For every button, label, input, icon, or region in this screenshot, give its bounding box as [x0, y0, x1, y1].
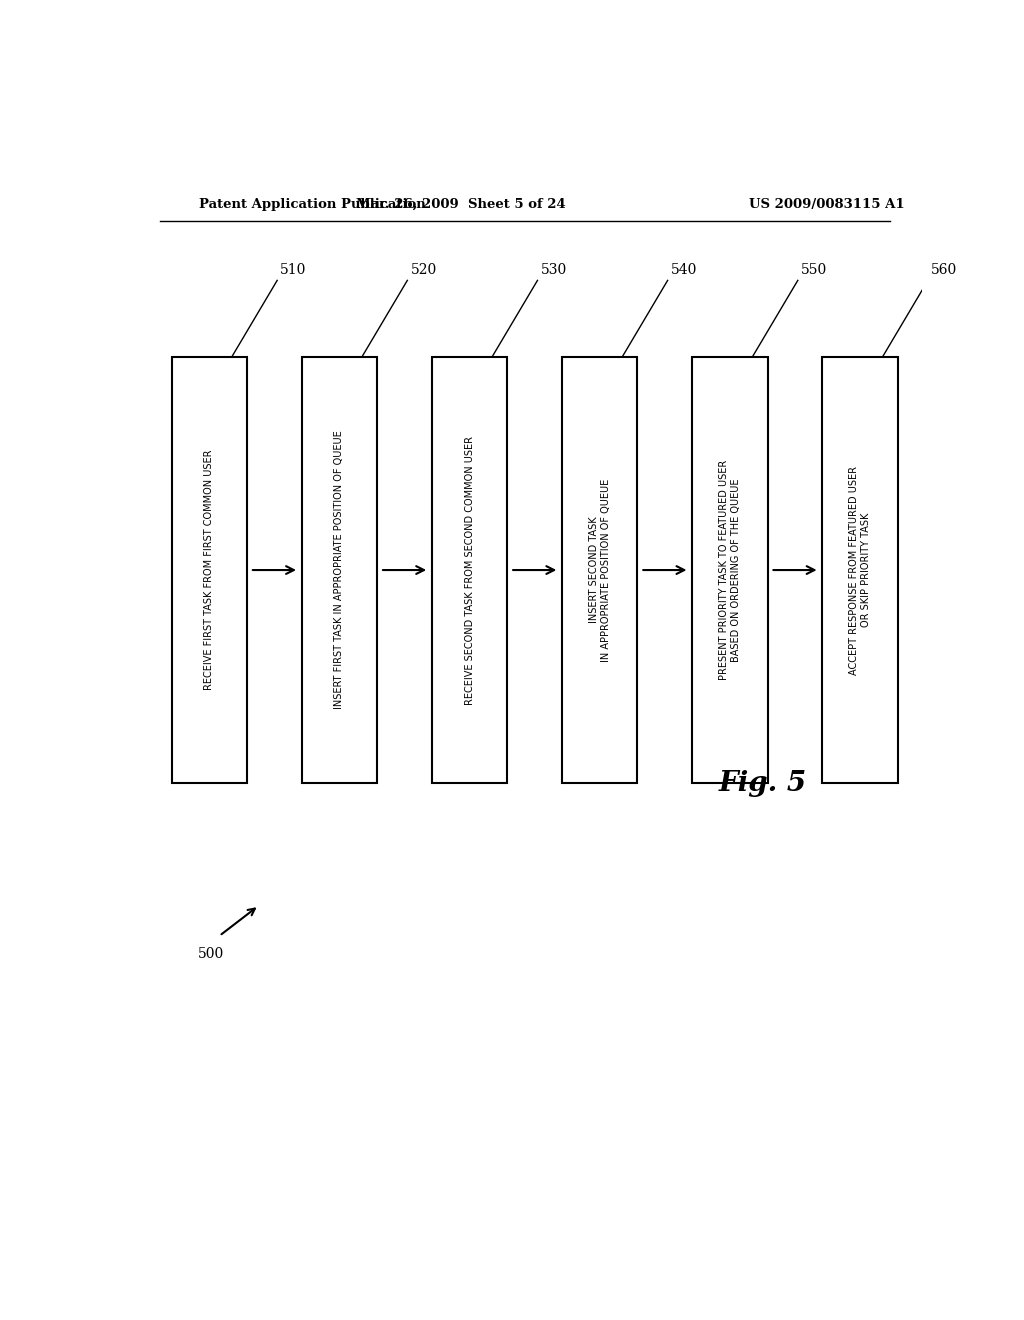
Bar [562, 356, 638, 784]
Text: 520: 520 [411, 263, 437, 277]
Bar [822, 356, 898, 784]
Text: 500: 500 [199, 948, 224, 961]
Text: INSERT FIRST TASK IN APPROPRIATE POSITION OF QUEUE: INSERT FIRST TASK IN APPROPRIATE POSITIO… [335, 430, 344, 709]
Text: PRESENT PRIORITY TASK TO FEATURED USER
BASED ON ORDERING OF THE QUEUE: PRESENT PRIORITY TASK TO FEATURED USER B… [719, 459, 740, 680]
Bar [432, 356, 507, 784]
Text: RECEIVE SECOND TASK FROM SECOND COMMON USER: RECEIVE SECOND TASK FROM SECOND COMMON U… [465, 436, 475, 705]
Bar [172, 356, 247, 784]
Text: Mar. 26, 2009  Sheet 5 of 24: Mar. 26, 2009 Sheet 5 of 24 [356, 198, 566, 211]
Text: Patent Application Publication: Patent Application Publication [200, 198, 426, 211]
Text: 540: 540 [671, 263, 697, 277]
Text: ACCEPT RESPONSE FROM FEATURED USER
OR SKIP PRIORITY TASK: ACCEPT RESPONSE FROM FEATURED USER OR SK… [849, 466, 870, 675]
Text: 530: 530 [541, 263, 567, 277]
Bar [692, 356, 768, 784]
Text: 560: 560 [931, 263, 957, 277]
Text: INSERT SECOND TASK
IN APPROPRIATE POSITION OF QUEUE: INSERT SECOND TASK IN APPROPRIATE POSITI… [589, 478, 610, 661]
Text: US 2009/0083115 A1: US 2009/0083115 A1 [749, 198, 904, 211]
Text: RECEIVE FIRST TASK FROM FIRST COMMON USER: RECEIVE FIRST TASK FROM FIRST COMMON USE… [205, 450, 214, 690]
Bar [302, 356, 377, 784]
Text: 510: 510 [281, 263, 307, 277]
Text: Fig. 5: Fig. 5 [719, 770, 807, 797]
Text: 550: 550 [801, 263, 827, 277]
